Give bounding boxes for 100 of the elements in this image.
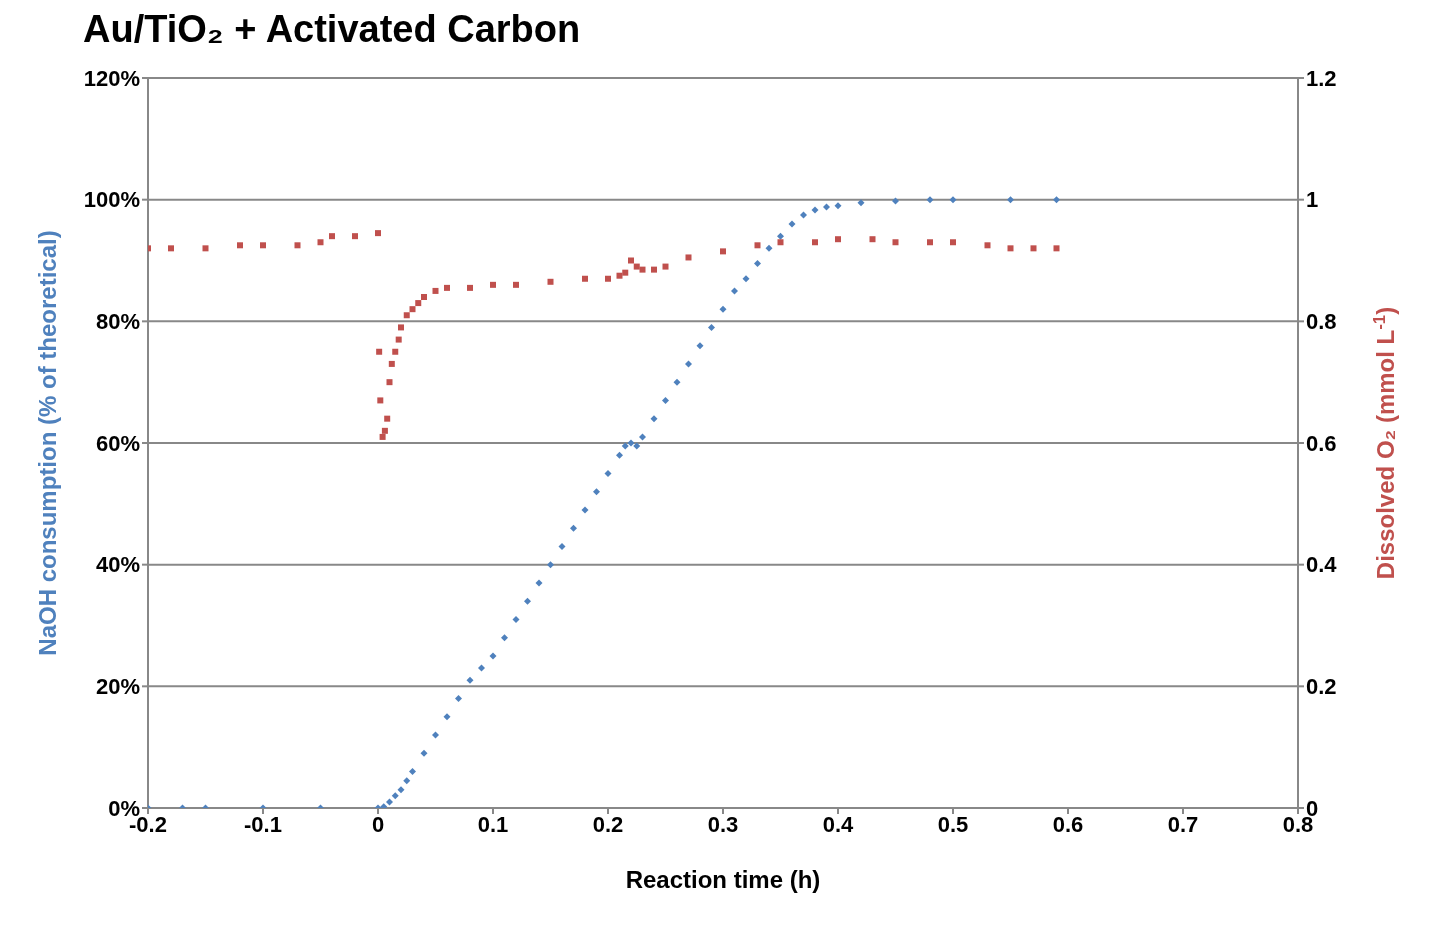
point	[392, 348, 399, 355]
point	[381, 427, 388, 434]
point	[547, 561, 554, 569]
point	[524, 597, 531, 605]
x-tick-label: 0.6	[1052, 811, 1084, 837]
y2-tick-label: 0.4	[1306, 552, 1338, 578]
point	[685, 254, 692, 261]
point	[444, 284, 450, 291]
point	[421, 294, 427, 300]
point	[639, 266, 646, 273]
y-tick-label: 40%	[95, 552, 140, 578]
point	[633, 442, 641, 450]
point	[501, 634, 508, 642]
x-tick-label: 0.2	[592, 811, 624, 837]
point	[1007, 196, 1014, 204]
point	[397, 786, 405, 794]
point	[823, 203, 830, 211]
y-axis-title: NaOH consumption (% of theoretical)	[34, 230, 61, 656]
point	[892, 239, 899, 246]
point	[777, 239, 784, 246]
point	[443, 713, 451, 721]
point	[777, 232, 784, 240]
point	[352, 233, 358, 240]
y2-tick-label: 0.8	[1306, 309, 1337, 335]
point	[1007, 245, 1014, 252]
point	[260, 242, 266, 249]
point	[409, 306, 416, 313]
y-tick-label: 120%	[83, 65, 140, 91]
point	[395, 336, 402, 343]
point	[467, 284, 473, 291]
point	[754, 242, 761, 249]
x-tick-label: -0.1	[244, 811, 282, 837]
point	[812, 239, 818, 246]
point	[628, 257, 634, 264]
point	[1053, 245, 1060, 252]
point	[1053, 196, 1060, 204]
point	[168, 245, 174, 252]
point	[650, 415, 658, 423]
x-tick-label: 0.1	[477, 811, 509, 837]
point	[811, 206, 819, 214]
point	[927, 239, 933, 246]
point	[662, 263, 669, 270]
point	[639, 433, 646, 441]
point	[892, 197, 899, 205]
chart-title: Au/TiO₂ + Activated Carbon	[83, 8, 582, 52]
point	[379, 433, 386, 440]
y2-tick-label: 1.2	[1306, 65, 1337, 91]
point	[490, 281, 496, 288]
point	[616, 272, 623, 279]
point	[388, 360, 395, 367]
point	[651, 266, 657, 273]
point	[984, 242, 991, 249]
y2-tick-label: 0.6	[1306, 430, 1337, 456]
y2-tick-label: 1	[1306, 187, 1319, 213]
point	[547, 278, 554, 285]
point	[627, 439, 635, 447]
point	[949, 196, 957, 204]
point	[731, 287, 738, 295]
point	[455, 695, 462, 702]
point	[835, 236, 841, 243]
point	[719, 305, 727, 313]
point	[605, 275, 611, 282]
point	[754, 260, 761, 268]
point	[377, 397, 384, 404]
y-tick-label: 100%	[83, 187, 140, 213]
point	[432, 731, 439, 739]
point	[535, 579, 543, 587]
point	[834, 202, 842, 210]
point	[1030, 245, 1037, 252]
point	[478, 664, 485, 672]
y-tick-label: 20%	[95, 674, 140, 700]
x-axis-title: Reaction time (h)	[625, 866, 821, 893]
point	[386, 379, 393, 386]
point	[403, 312, 410, 319]
point	[621, 442, 629, 450]
point	[384, 415, 391, 422]
point	[403, 777, 411, 785]
point	[673, 378, 681, 386]
point	[788, 220, 796, 228]
x-tick-label: 0.4	[822, 811, 855, 837]
point	[415, 300, 422, 307]
point	[581, 506, 589, 514]
point	[386, 798, 393, 806]
point	[558, 542, 566, 550]
point	[926, 196, 934, 204]
point	[950, 239, 956, 246]
point	[593, 488, 600, 496]
point	[391, 792, 399, 800]
point	[512, 615, 520, 623]
point	[376, 348, 383, 355]
point	[294, 242, 301, 249]
point	[765, 244, 773, 252]
point	[513, 281, 519, 288]
point	[662, 396, 669, 404]
point	[317, 239, 324, 246]
y-tick-label: 80%	[95, 309, 140, 335]
point	[604, 469, 612, 477]
point	[409, 768, 416, 775]
point	[708, 323, 715, 331]
point	[857, 199, 865, 207]
